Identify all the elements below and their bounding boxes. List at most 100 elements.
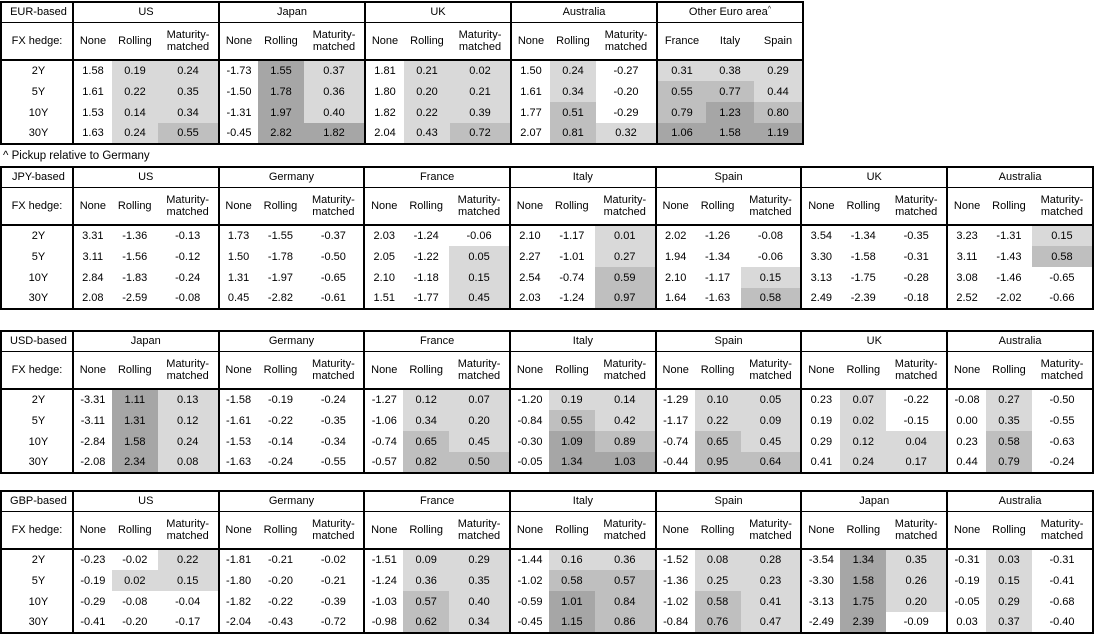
value-cell: 0.40 xyxy=(449,591,511,612)
base-label: GBP-based xyxy=(1,491,73,512)
hedge-header-maturity: Maturity-matched xyxy=(740,187,802,226)
value-cell: 0.15 xyxy=(1031,225,1093,246)
value-cell: -0.02 xyxy=(122,554,148,566)
country-header: France xyxy=(363,491,511,512)
value-cell: 2.39 xyxy=(840,612,887,633)
value-cell: 0.23 xyxy=(740,570,802,591)
hedge-header-maturity: Maturity-matched xyxy=(740,511,802,550)
hedge-header-rolling: Rolling xyxy=(257,511,304,550)
hedge-header-maturity: Maturity-matched xyxy=(303,187,365,226)
footnote-marker: ^ xyxy=(767,6,772,14)
value-cell: -0.31 xyxy=(903,250,929,263)
value-cell: -1.80 xyxy=(217,570,258,591)
value-cell: 0.58 xyxy=(986,431,1032,452)
value-cell: -0.24 xyxy=(175,271,201,284)
tenor-label: 5Y xyxy=(31,85,46,98)
value-cell: 1.61 xyxy=(72,81,112,102)
value-cell: -0.28 xyxy=(903,271,929,284)
value-cell: -1.46 xyxy=(996,271,1022,284)
hedge-header-none: None xyxy=(509,351,549,390)
hedge-header-rolling: Rolling xyxy=(111,351,158,390)
country-header: Australia xyxy=(946,491,1093,512)
value-cell: 0.76 xyxy=(694,612,741,633)
value-cell: 0.08 xyxy=(157,452,219,473)
hedge-header-maturity: Maturity-matched xyxy=(304,22,365,61)
tenor-label: 2Y xyxy=(31,230,46,242)
value-cell: 1.58 xyxy=(706,123,754,144)
value-cell: 0.27 xyxy=(594,246,656,267)
country-name: US xyxy=(138,171,154,184)
tenor-label: 2Y xyxy=(31,394,46,406)
value-cell: -1.83 xyxy=(122,271,148,284)
country-header: US xyxy=(72,2,219,23)
footnote: ^ Pickup relative to Germany xyxy=(3,150,150,162)
value-cell: -0.08 xyxy=(175,292,201,304)
value-cell: -1.56 xyxy=(122,250,148,263)
value-cell: 0.32 xyxy=(596,123,657,144)
value-cell: -1.02 xyxy=(654,591,695,612)
hedge-header-none: None xyxy=(363,351,404,390)
value-cell: 1.80 xyxy=(364,81,404,102)
value-cell: -1.29 xyxy=(654,389,695,410)
value-cell: 0.25 xyxy=(694,570,741,591)
value-cell: 1.50 xyxy=(217,246,258,267)
value-cell: 0.07 xyxy=(840,389,887,410)
value-cell: -0.72 xyxy=(320,616,346,628)
country-header: US xyxy=(71,491,219,512)
value-cell: 0.03 xyxy=(986,549,1032,570)
country-header: Other Euro area^ xyxy=(656,2,803,23)
country-header: Australia xyxy=(946,331,1093,352)
country-header: Germany xyxy=(217,331,365,352)
value-cell: -1.20 xyxy=(509,389,549,410)
value-cell: 0.02 xyxy=(450,60,511,81)
value-cell: -0.29 xyxy=(613,106,639,119)
hedge-header-none: None xyxy=(946,511,987,550)
value-cell: 0.37 xyxy=(986,612,1032,633)
table-gbp-based: GBP-based US Germany France Italy Spain Japan A… xyxy=(0,490,1094,634)
country-name: US xyxy=(138,6,154,19)
value-cell: 2.03 xyxy=(509,288,549,309)
hedge-header-rolling: Rolling xyxy=(548,351,595,390)
hedge-header-none: None xyxy=(71,511,112,550)
value-cell: 0.62 xyxy=(403,612,450,633)
value-cell: 0.65 xyxy=(694,431,741,452)
value-cell: 3.54 xyxy=(800,225,841,246)
country-name: Australia xyxy=(998,495,1042,508)
tenor-label: 5Y xyxy=(31,250,46,263)
value-cell: 0.17 xyxy=(886,452,948,473)
value-cell: -0.22 xyxy=(903,394,929,406)
value-cell: 0.14 xyxy=(594,389,656,410)
value-cell: 0.02 xyxy=(111,570,158,591)
value-cell: -1.75 xyxy=(850,271,876,284)
value-cell: -1.26 xyxy=(705,230,731,242)
value-cell: 1.23 xyxy=(706,102,754,123)
fx-hedge-label: FX hedge: xyxy=(1,22,73,61)
value-cell: -2.39 xyxy=(850,292,876,304)
hedge-header-rolling: Rolling xyxy=(403,351,450,390)
value-cell: 0.23 xyxy=(800,389,841,410)
hedge-header-maturity: Maturity-matched xyxy=(449,187,510,226)
hedge-header-rolling: Rolling xyxy=(986,351,1032,390)
value-cell: -3.30 xyxy=(800,570,841,591)
value-cell: -0.31 xyxy=(946,549,987,570)
value-cell: -3.31 xyxy=(71,389,112,410)
hedge-header-rolling: Rolling xyxy=(694,351,741,390)
hedge-header-maturity: Maturity-matched xyxy=(158,22,219,61)
value-cell: 0.16 xyxy=(548,549,595,570)
value-cell: 1.09 xyxy=(548,431,595,452)
value-cell: 0.20 xyxy=(449,410,511,431)
value-cell: 2.04 xyxy=(364,123,404,144)
value-cell: 2.07 xyxy=(510,123,550,144)
country-header: Japan xyxy=(71,331,219,352)
value-cell: 0.55 xyxy=(656,81,706,102)
value-cell: -0.06 xyxy=(466,230,492,242)
hedge-header-rolling: Rolling xyxy=(694,511,741,550)
value-cell: -1.55 xyxy=(267,230,293,242)
value-cell: 0.20 xyxy=(886,591,948,612)
hedge-header-rolling: Rolling xyxy=(986,187,1032,226)
value-cell: -0.12 xyxy=(175,250,201,263)
value-cell: 3.13 xyxy=(800,267,841,288)
country-name: Japan xyxy=(859,495,890,508)
country-name: Italy xyxy=(572,335,593,348)
value-cell: -1.36 xyxy=(122,230,148,242)
